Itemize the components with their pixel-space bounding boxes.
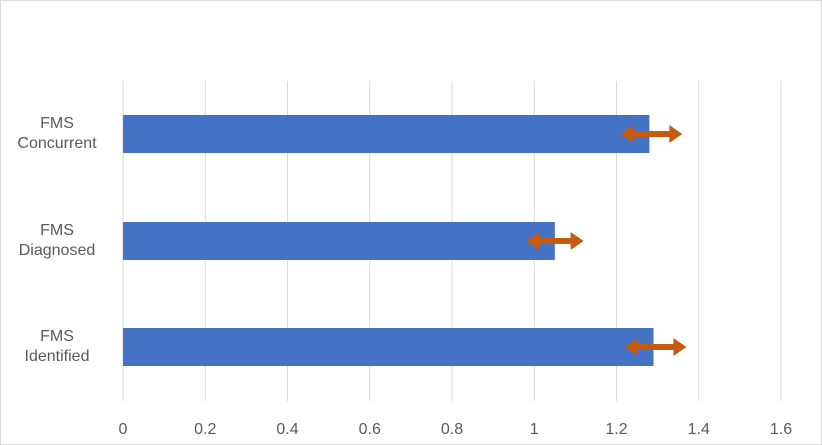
x-tick-label: 1.6 (770, 421, 792, 438)
category-label-line: Identified (25, 348, 90, 365)
error-arrow-head-right (673, 338, 687, 356)
error-arrow-head-left (526, 232, 540, 250)
bar (123, 222, 555, 260)
error-arrow-head-left (624, 338, 638, 356)
error-arrow-shaft (538, 238, 572, 244)
category-label: FMS Diagnosed (19, 222, 96, 259)
bar (123, 115, 650, 153)
error-arrow-shaft (636, 344, 675, 350)
error-arrow (526, 232, 584, 250)
x-tick-label: 1.2 (605, 421, 627, 438)
x-tick-label: 0.6 (359, 421, 381, 438)
category-label-line: FMS (40, 115, 74, 132)
x-tick-label: 0.8 (441, 421, 463, 438)
error-arrow (624, 338, 687, 356)
category-label: FMS Concurrent (17, 115, 97, 152)
error-arrow-head-left (620, 125, 634, 143)
bar (123, 328, 654, 366)
error-arrow (620, 125, 683, 143)
category-label-line: Diagnosed (19, 242, 96, 259)
x-tick-label: 0 (119, 421, 128, 438)
error-indicators (526, 125, 687, 356)
category-label-line: FMS (40, 222, 74, 239)
error-arrow-head-right (570, 232, 584, 250)
x-tick-label: 1.4 (688, 421, 710, 438)
x-tick-label: 0.2 (194, 421, 216, 438)
x-tick-label: 0.4 (276, 421, 298, 438)
category-label-line: FMS (40, 328, 74, 345)
error-arrow-shaft (632, 131, 671, 137)
x-axis-tick-labels: 0 0.2 0.4 0.6 0.8 1 1.2 1.4 1.6 (119, 421, 793, 438)
category-label: FMS Identified (25, 328, 90, 365)
category-labels: FMS Concurrent FMS Diagnosed FMS Identified (17, 115, 97, 365)
error-arrow-head-right (669, 125, 683, 143)
bars (123, 115, 654, 366)
x-tick-label: 1 (530, 421, 539, 438)
category-label-line: Concurrent (17, 135, 97, 152)
